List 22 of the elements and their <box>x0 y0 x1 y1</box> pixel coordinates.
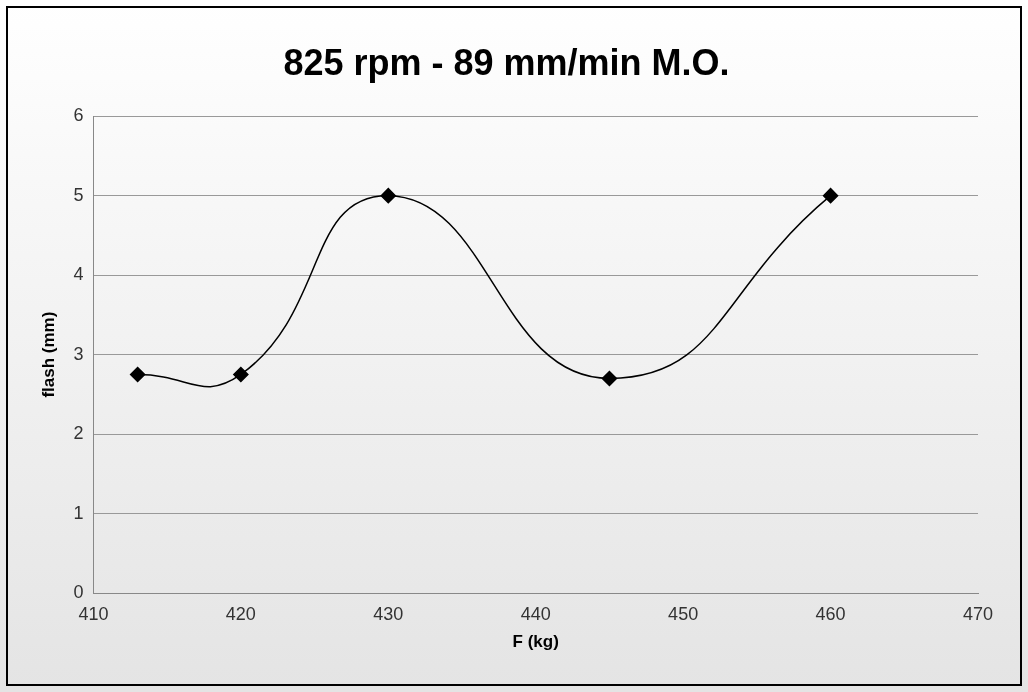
y-tick-label: 0 <box>73 581 84 602</box>
point <box>601 370 618 387</box>
x-tick-label: 470 <box>962 603 994 624</box>
point <box>822 187 839 204</box>
x-axis-title: F (kg) <box>512 632 559 652</box>
y-tick-label: 5 <box>73 184 84 205</box>
y-tick-label: 4 <box>73 264 84 285</box>
y-tick-label: 2 <box>73 423 84 444</box>
x-tick-label: 420 <box>225 603 256 624</box>
point <box>380 187 397 204</box>
x-tick-label: 410 <box>78 603 109 624</box>
point <box>129 366 146 383</box>
y-tick-label: 3 <box>73 343 84 364</box>
point <box>233 366 249 383</box>
x-tick-label: 440 <box>520 603 551 624</box>
y-axis-title: flash (mm) <box>38 311 58 398</box>
x-tick-label: 450 <box>668 603 699 624</box>
y-tick-label: 1 <box>73 502 84 523</box>
x-tick-label: 430 <box>373 603 404 624</box>
y-tick-label: 6 <box>73 105 84 126</box>
chart-title: 825 rpm - 89 mm/min M.O. <box>283 41 730 83</box>
x-tick-label: 460 <box>815 603 846 624</box>
